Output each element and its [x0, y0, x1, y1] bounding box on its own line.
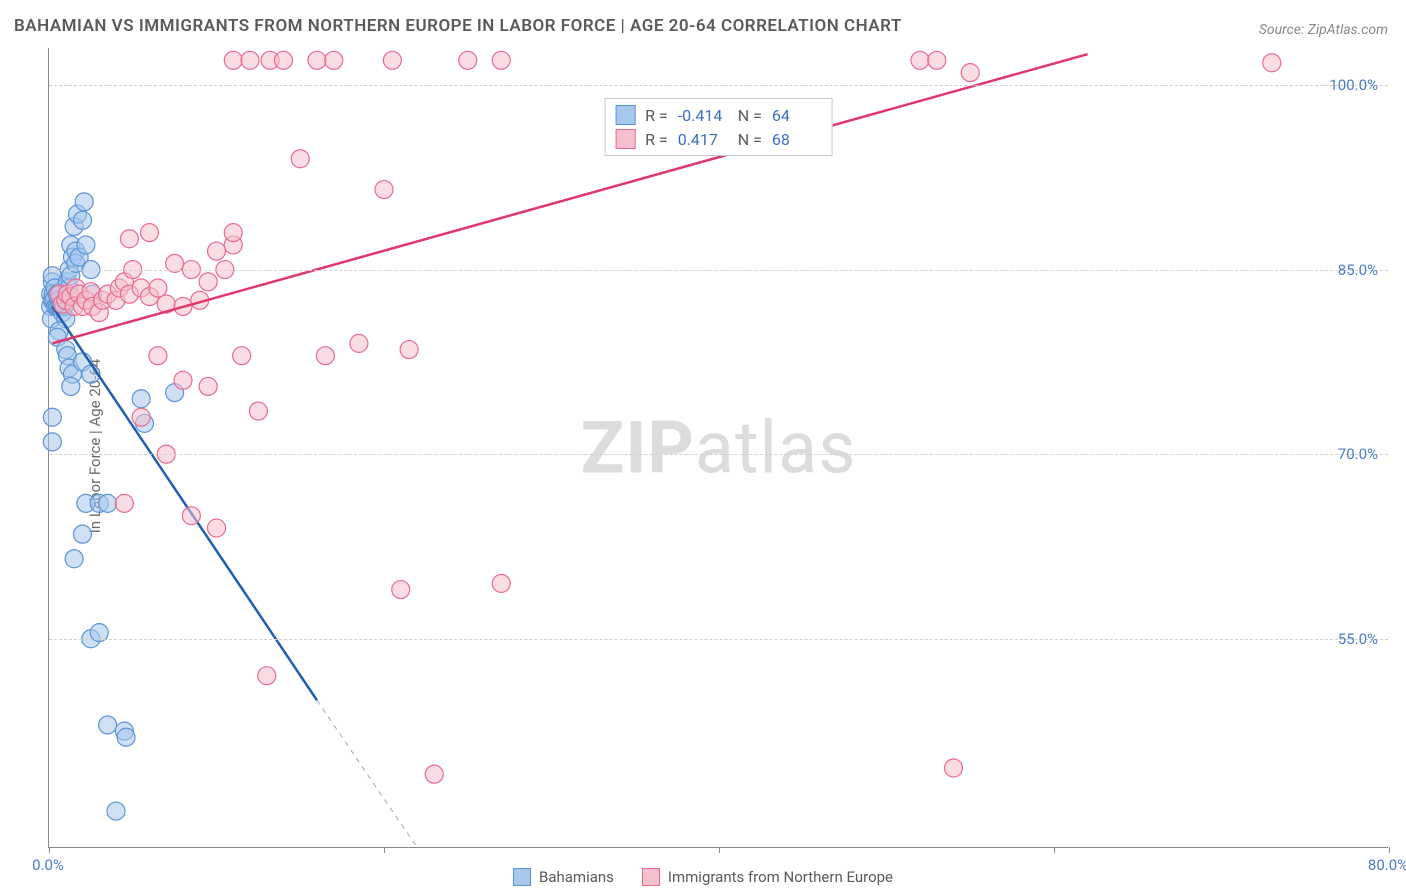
legend-label-2: Immigrants from Northern Europe [668, 868, 893, 886]
data-point [911, 51, 929, 69]
data-point [375, 181, 393, 199]
stat-n-val-2: 68 [772, 130, 822, 149]
data-point [241, 51, 259, 69]
data-point [74, 211, 92, 229]
data-point [75, 193, 93, 211]
correlation-chart: BAHAMIAN VS IMMIGRANTS FROM NORTHERN EUR… [0, 0, 1406, 892]
stats-swatch-1 [615, 105, 635, 125]
data-point [120, 230, 138, 248]
data-point [224, 51, 242, 69]
data-point [99, 716, 117, 734]
stat-n-label-2: N = [738, 130, 762, 149]
data-point [459, 51, 477, 69]
stats-row-2: R = 0.417 N = 68 [615, 127, 822, 151]
data-point [199, 273, 217, 291]
data-point [149, 279, 167, 297]
stat-n-label-1: N = [738, 106, 762, 125]
stat-n-val-1: 64 [772, 106, 822, 125]
data-point [275, 51, 293, 69]
data-point [132, 390, 150, 408]
data-point [199, 377, 217, 395]
x-tick [49, 847, 50, 853]
data-point [224, 224, 242, 242]
trend-line [52, 54, 1087, 343]
x-tick [719, 847, 720, 853]
stat-r-val-1: -0.414 [678, 106, 728, 125]
trend-line-ext [317, 700, 418, 848]
stat-r-val-2: 0.417 [678, 130, 728, 149]
stats-swatch-2 [615, 129, 635, 149]
x-tick-label: 0.0% [32, 856, 64, 874]
gridline-h [49, 639, 1388, 640]
data-point [325, 51, 343, 69]
stat-r-label-2: R = [645, 130, 668, 149]
data-point [141, 224, 159, 242]
x-tick [1389, 847, 1390, 853]
gridline-h [49, 85, 1388, 86]
data-point [62, 377, 80, 395]
y-tick-label: 55.0% [1338, 630, 1378, 648]
data-point [115, 494, 133, 512]
y-tick-label: 85.0% [1338, 261, 1378, 279]
data-point [149, 347, 167, 365]
data-point [350, 334, 368, 352]
stat-r-label-1: R = [645, 106, 668, 125]
data-point [77, 236, 95, 254]
data-point [961, 64, 979, 82]
data-point [928, 51, 946, 69]
gridline-h [49, 270, 1388, 271]
gridline-h [49, 454, 1388, 455]
data-point [400, 341, 418, 359]
legend-label-1: Bahamians [539, 868, 614, 886]
data-point [132, 408, 150, 426]
x-tick [1054, 847, 1055, 853]
x-tick-label: 80.0% [1368, 856, 1406, 874]
bottom-legend: Bahamians Immigrants from Northern Europ… [513, 868, 893, 886]
data-point [945, 759, 963, 777]
stats-box: R = -0.414 N = 64 R = 0.417 N = 68 [604, 98, 833, 156]
data-point [233, 347, 251, 365]
data-point [99, 494, 117, 512]
y-tick-label: 70.0% [1338, 445, 1378, 463]
data-point [43, 433, 61, 451]
plot-area: ZIPatlas R = -0.414 N = 64 R = 0.417 N =… [48, 48, 1388, 848]
stats-row-1: R = -0.414 N = 64 [615, 103, 822, 127]
data-point [107, 802, 125, 820]
data-point [65, 550, 83, 568]
data-point [392, 581, 410, 599]
data-point [316, 347, 334, 365]
legend-swatch-2 [642, 868, 660, 886]
data-point [291, 150, 309, 168]
data-point [249, 402, 267, 420]
legend-item-2: Immigrants from Northern Europe [642, 868, 893, 886]
data-point [117, 728, 135, 746]
data-point [1263, 54, 1281, 72]
data-point [174, 371, 192, 389]
data-point [492, 574, 510, 592]
data-point [43, 408, 61, 426]
data-point [492, 51, 510, 69]
legend-swatch-1 [513, 868, 531, 886]
data-point [258, 667, 276, 685]
x-tick [384, 847, 385, 853]
source-label: Source: ZipAtlas.com [1259, 22, 1388, 38]
data-point [182, 507, 200, 525]
data-point [208, 519, 226, 537]
plot-svg [49, 48, 1389, 848]
data-point [425, 765, 443, 783]
y-tick-label: 100.0% [1329, 76, 1378, 94]
data-point [383, 51, 401, 69]
data-point [308, 51, 326, 69]
data-point [74, 525, 92, 543]
data-point [208, 242, 226, 260]
chart-title: BAHAMIAN VS IMMIGRANTS FROM NORTHERN EUR… [14, 16, 902, 36]
legend-item-1: Bahamians [513, 868, 614, 886]
